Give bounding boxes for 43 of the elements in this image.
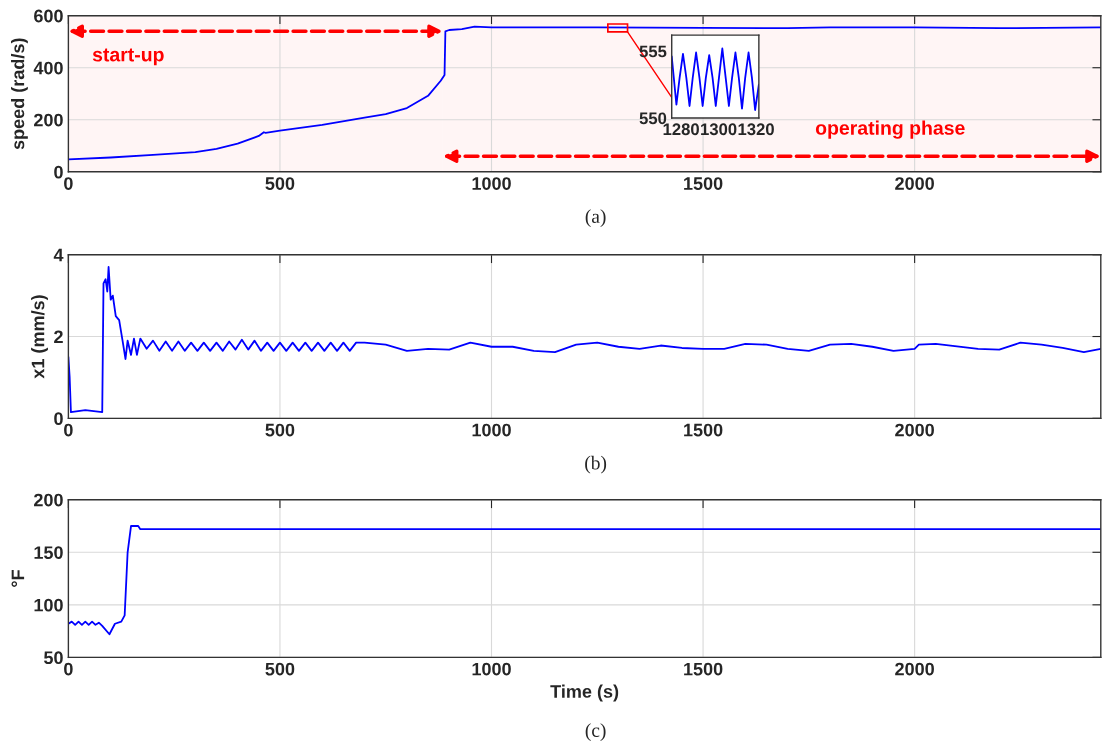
y-tick-label: 0 — [54, 165, 63, 179]
y-tick-label: 150 — [34, 546, 63, 559]
x-axis-title: Time (s) — [550, 684, 619, 702]
line-series — [68, 25, 1101, 161]
x-tick-label: 1300 — [701, 123, 737, 136]
x-tick-label: 1000 — [472, 177, 511, 190]
text: (c) — [585, 723, 606, 741]
x-tick-label: 0 — [64, 423, 73, 437]
text: (a) — [585, 209, 606, 227]
y-axis-title: °F — [11, 570, 25, 587]
band-label: start-up — [92, 48, 164, 66]
x-tick-label: 0 — [64, 662, 73, 676]
line-series — [68, 525, 1101, 636]
text: (b) — [585, 455, 607, 474]
x-tick-label: 500 — [265, 177, 295, 190]
x-tick-label: 1500 — [684, 662, 723, 676]
y-tick-label: 100 — [34, 598, 63, 612]
x-tick-label: 0 — [64, 177, 73, 190]
x-tick-label: 1500 — [684, 177, 723, 190]
x-tick-label: 1500 — [684, 423, 723, 437]
y-tick-label: 4 — [53, 248, 64, 262]
x-tick-label: 1000 — [472, 662, 511, 676]
x-tick-label: 500 — [265, 423, 295, 437]
y-tick-label: 200 — [34, 113, 63, 127]
x-tick-label: 2000 — [895, 423, 934, 437]
x-tick-label: 2000 — [895, 662, 934, 676]
line-series — [671, 47, 759, 111]
y-axis-title: speed (rad/s) — [11, 38, 28, 150]
x-tick-label: 1280 — [663, 123, 699, 136]
band-label: operating phase — [815, 120, 965, 139]
y-tick-label: 200 — [34, 493, 63, 507]
x-tick-label: 2000 — [895, 177, 934, 190]
x-tick-label: 500 — [265, 662, 295, 676]
y-tick-label: 50 — [44, 651, 63, 665]
y-tick-label: 550 — [639, 112, 667, 125]
y-tick-label: 2 — [54, 330, 63, 344]
x-tick-label: 1320 — [738, 123, 774, 136]
line-series — [68, 266, 1101, 414]
y-axis-title: x1 (mm/s) — [31, 295, 48, 379]
y-tick-label: 400 — [33, 61, 63, 75]
y-tick-label: 600 — [34, 9, 63, 23]
y-tick-label: 0 — [54, 412, 63, 426]
x-tick-label: 1000 — [472, 423, 511, 437]
